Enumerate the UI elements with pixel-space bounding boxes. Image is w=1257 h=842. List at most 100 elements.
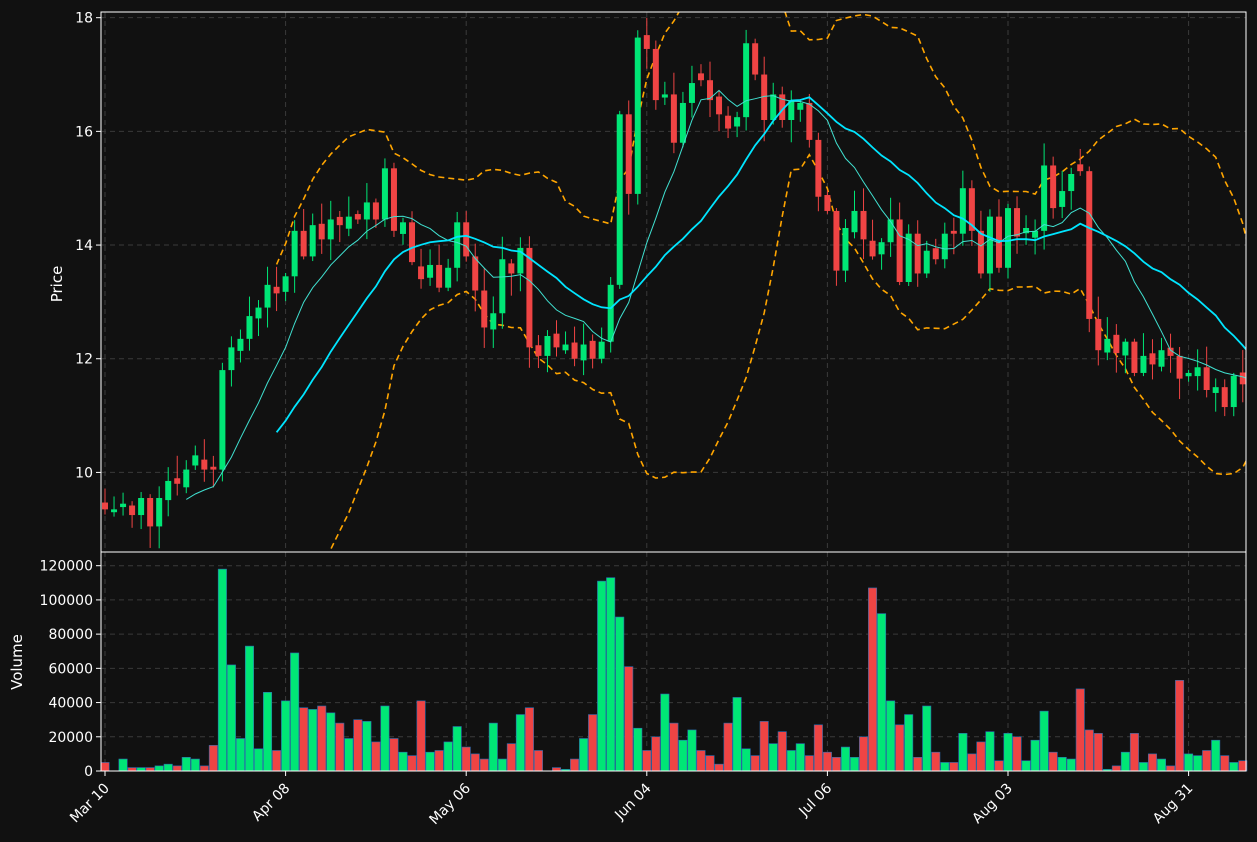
volume-bar <box>226 664 236 772</box>
candle-body <box>670 94 677 143</box>
candle-body <box>860 210 867 240</box>
candle-body <box>156 498 163 527</box>
candle-body <box>1059 191 1066 207</box>
moving-averages <box>186 89 1246 500</box>
price-tick-label: 10 <box>75 465 93 481</box>
candle-body <box>643 35 650 49</box>
candle-body <box>707 80 714 101</box>
volume-bar <box>1084 729 1094 772</box>
volume-bar <box>1202 750 1212 772</box>
volume-bar <box>308 709 318 772</box>
volume-bar <box>985 731 995 772</box>
candle-body <box>372 202 379 220</box>
candle-body <box>797 102 804 110</box>
candle-body <box>634 37 641 194</box>
candle-body <box>1086 171 1093 319</box>
volume-bar <box>299 707 309 772</box>
candle-body <box>950 230 957 234</box>
volume-bar <box>1048 751 1058 772</box>
volume-bar <box>461 746 471 772</box>
volume-tick-label: 120000 <box>40 559 93 575</box>
candle-body <box>779 94 786 120</box>
volume-bar <box>1111 765 1121 772</box>
volume-bar <box>389 738 399 772</box>
candle-body <box>788 100 795 120</box>
candle-body <box>282 276 289 292</box>
candle-body <box>553 333 560 348</box>
volume-bar <box>633 727 643 772</box>
ma-fast-line <box>186 89 1246 500</box>
volume-bar <box>651 736 661 772</box>
volume-bar <box>515 714 525 772</box>
candle-body <box>752 43 759 75</box>
volume-bar <box>1229 762 1239 772</box>
candle-body <box>544 336 551 356</box>
candle-body <box>959 188 966 234</box>
candle-body <box>598 341 605 359</box>
candle-body <box>354 214 361 220</box>
volume-bar <box>398 751 408 772</box>
volume-bar <box>949 762 959 772</box>
volume-bar <box>967 753 977 772</box>
candle-body <box>977 230 984 274</box>
candle-body <box>318 223 325 240</box>
volume-bar <box>1138 762 1148 772</box>
candle-body <box>824 195 831 211</box>
candle-body <box>111 509 118 513</box>
candle-body <box>1077 164 1084 172</box>
volume-bar <box>172 765 182 772</box>
candle-body <box>806 102 813 140</box>
volume-bar <box>479 758 489 772</box>
candle-body <box>716 96 723 115</box>
volume-bar <box>181 757 191 772</box>
volume-bar <box>506 743 516 772</box>
volume-tick-label: 60000 <box>48 661 93 677</box>
volume-bar <box>741 748 751 772</box>
volume-bar <box>434 750 444 772</box>
volume-bar <box>163 763 173 772</box>
candle-body <box>472 256 479 291</box>
candle-body <box>652 48 659 101</box>
volume-bar <box>1030 739 1040 772</box>
volume-bar <box>488 722 498 772</box>
candle-body <box>580 344 587 361</box>
volume-bar <box>208 745 218 772</box>
candle-body <box>436 264 443 288</box>
candle-body <box>264 284 271 308</box>
price-tick-label: 12 <box>75 352 93 368</box>
candle-body <box>246 316 253 339</box>
volume-bar <box>416 700 426 772</box>
candle-body <box>1023 228 1030 234</box>
candle-body <box>1176 355 1183 379</box>
volume-bar <box>190 758 200 772</box>
price-tick-label: 14 <box>75 238 93 254</box>
candle-body <box>535 345 542 356</box>
candle-body <box>1203 367 1210 390</box>
volume-bar <box>1012 736 1022 772</box>
volume-bar <box>579 738 589 772</box>
volume-bar <box>615 616 625 772</box>
candle-body <box>725 115 732 129</box>
price-axis-label: Price <box>48 266 66 303</box>
candle-body <box>1239 372 1246 385</box>
volume-bar <box>407 755 417 772</box>
volume-bar <box>1184 753 1194 772</box>
volume-bar <box>254 748 264 772</box>
volume-bar <box>443 741 453 772</box>
volume-tick-label: 100000 <box>40 593 93 609</box>
volume-bar <box>118 758 128 772</box>
candle-body <box>526 247 533 348</box>
volume-bar <box>624 666 634 772</box>
bollinger-upper-line <box>275 12 1246 265</box>
candle-body <box>1041 165 1048 231</box>
volume-tick-label: 80000 <box>48 627 93 643</box>
candle-body <box>815 139 822 197</box>
candle-body <box>1140 355 1147 373</box>
candle-body <box>300 230 307 257</box>
volume-bar <box>570 758 580 772</box>
candle-body <box>517 247 524 274</box>
candle-body <box>201 459 208 470</box>
candle-body <box>508 263 515 274</box>
candle-body <box>138 498 145 516</box>
